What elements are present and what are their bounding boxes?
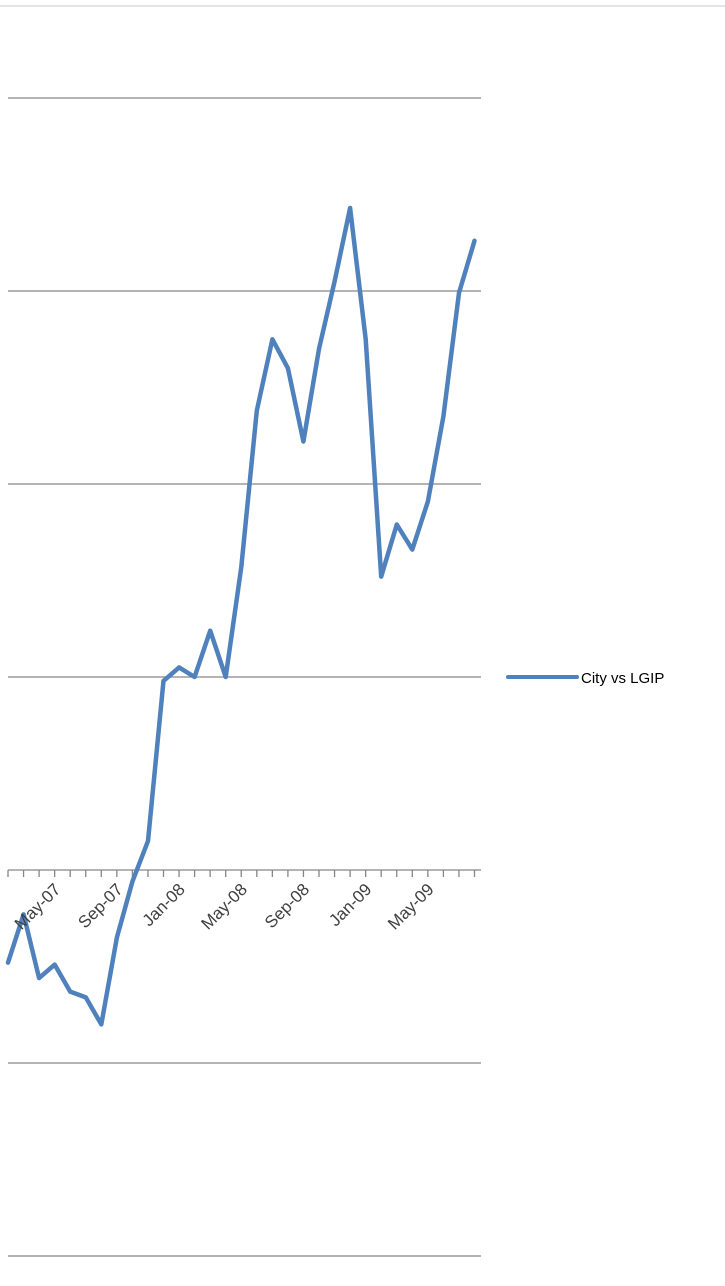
legend-label-city-vs-lgip: City vs LGIP xyxy=(581,670,664,687)
x-tick-label: May-07 xyxy=(11,880,65,934)
gridlines xyxy=(8,97,481,1257)
x-tick-label: Jan-08 xyxy=(139,880,189,930)
x-tick-label: May-09 xyxy=(384,880,438,934)
series-layer xyxy=(5,205,477,1027)
x-tick-label: Jan-09 xyxy=(325,880,375,930)
x-tick-label: Sep-08 xyxy=(261,880,313,932)
series-line-0 xyxy=(5,205,477,1027)
x-tick-label: May-08 xyxy=(197,880,251,934)
x-tick-labels: May-07 Sep-07 Jan-08 May-08 Sep-08 Jan-09 May-… xyxy=(11,880,438,934)
x-axis xyxy=(7,869,481,877)
legend: City vs LGIP xyxy=(506,670,664,687)
